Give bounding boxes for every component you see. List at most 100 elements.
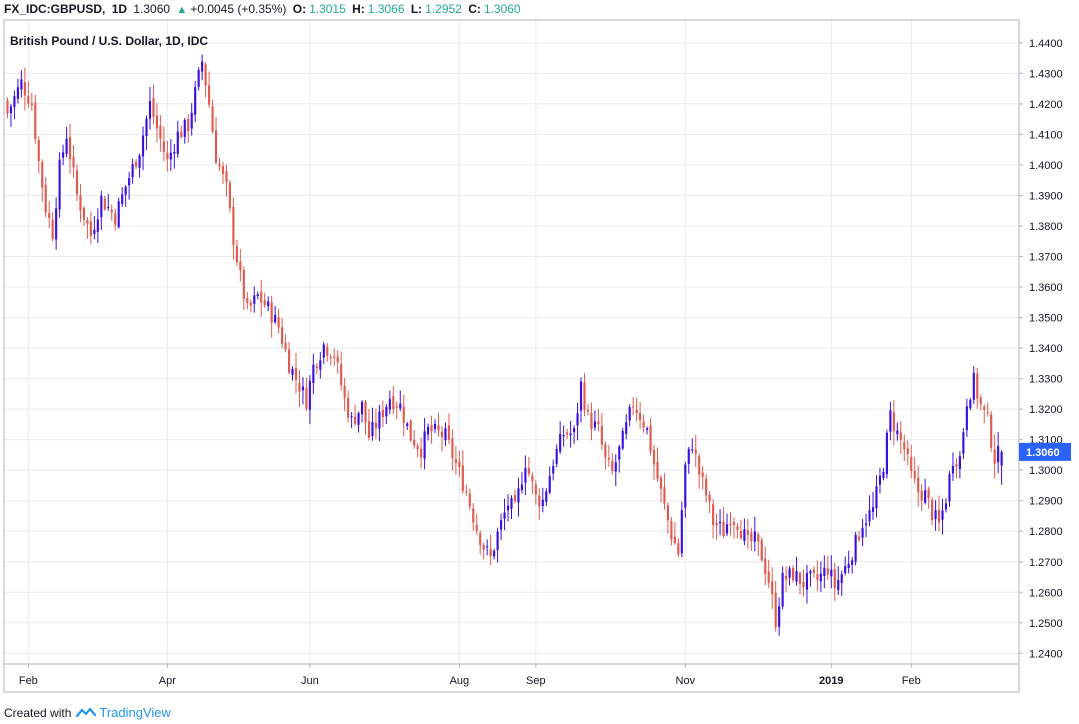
candle-body [103, 198, 106, 210]
candle-body [642, 421, 645, 428]
candle-body [791, 567, 795, 581]
candle-body [649, 425, 652, 452]
candle-body [621, 430, 624, 449]
candle-body [13, 96, 16, 108]
x-tick-label: Nov [676, 675, 696, 687]
candle-body [152, 98, 155, 117]
candle-body [75, 170, 79, 195]
candle-body [531, 475, 534, 482]
candle-body [333, 356, 336, 358]
y-tick-label: 1.3700 [1029, 252, 1063, 264]
candle-body [72, 156, 75, 168]
candle-body [319, 360, 322, 370]
candle-body [433, 423, 437, 430]
candle-body [145, 118, 148, 137]
candle-body [798, 572, 802, 584]
candle-body [527, 467, 530, 474]
candle-body [670, 521, 673, 540]
x-tick-label: Aug [450, 675, 470, 687]
candle-body [294, 367, 298, 380]
candle-body [979, 397, 982, 405]
candle-body [927, 488, 930, 499]
candle-body [381, 409, 384, 418]
low-label: L: [410, 2, 423, 16]
candle-body [221, 166, 225, 174]
candle-body [148, 100, 152, 119]
candle-body [600, 425, 603, 445]
candle-body [388, 399, 391, 410]
candle-body [447, 425, 451, 440]
candle-body [593, 421, 597, 428]
symbol-name[interactable]: FX_IDC:GBPUSD, [4, 2, 106, 16]
candle-body [941, 510, 944, 520]
close-label: C: [468, 2, 481, 16]
candle-body [468, 493, 471, 507]
x-tick-label: Feb [902, 675, 921, 687]
candle-body [555, 448, 558, 464]
last-price-badge-label: 1.3060 [1026, 447, 1060, 459]
candle-body [117, 201, 120, 228]
candle-body [614, 462, 617, 472]
candle-body [211, 106, 214, 132]
candle-body [305, 387, 308, 409]
candle-body [392, 396, 395, 410]
candle-body [357, 413, 360, 425]
candle-body [708, 494, 711, 502]
candle-body [816, 574, 819, 580]
candle-body [597, 421, 600, 424]
candle-body [520, 484, 524, 491]
interval-label[interactable]: 1D [111, 2, 128, 16]
y-tick-label: 1.3400 [1029, 343, 1063, 355]
candle-body [760, 540, 763, 561]
candle-body [426, 426, 430, 435]
x-tick-label: Feb [19, 675, 38, 687]
candle-body [235, 245, 238, 263]
candle-body [312, 364, 315, 383]
candle-body [913, 470, 916, 479]
candle-body [625, 422, 628, 434]
candle-body [277, 316, 280, 328]
last-price: 1.3060 [133, 2, 171, 16]
candle-body [107, 207, 110, 209]
price-axis[interactable]: 1.2400 1.2500 1.2600 1.2700 1.2800 1.2900 1.30… [1019, 38, 1063, 660]
candle-body [100, 195, 103, 218]
close-value: 1.3060 [483, 2, 521, 16]
candle-body [41, 161, 44, 188]
x-tick-label: 2019 [819, 675, 843, 687]
candle-body [138, 155, 141, 168]
candle-body [534, 484, 537, 495]
candle-body [976, 373, 979, 399]
candle-body [906, 448, 909, 454]
candle-body [204, 64, 207, 86]
candle-body [687, 448, 690, 464]
candle-body [652, 450, 656, 465]
candle-body [201, 61, 204, 72]
chart-title: British Pound / U.S. Dollar, 1D, IDC [10, 34, 209, 48]
candle-body [951, 465, 955, 474]
candle-body [51, 219, 54, 239]
candle-body [62, 152, 65, 158]
time-axis[interactable]: Feb Apr Jun Aug Sep Nov 2019 Feb [19, 664, 921, 687]
candle-body [892, 412, 895, 432]
open-label: O: [292, 2, 307, 16]
tradingview-brand-link[interactable]: TradingView [99, 705, 171, 720]
candles-layer [6, 54, 1003, 636]
y-tick-label: 1.2600 [1029, 587, 1063, 599]
candle-body [86, 219, 89, 224]
candle-body [242, 269, 245, 299]
candle-body [986, 411, 989, 413]
candle-body [541, 499, 544, 507]
candle-body [364, 401, 367, 423]
created-with-label: Created with [4, 705, 72, 720]
candle-body [837, 580, 840, 591]
candle-body [1000, 451, 1003, 466]
candle-body [767, 571, 770, 583]
candle-body [110, 209, 113, 213]
candle-body [23, 82, 26, 96]
candle-body [590, 412, 593, 429]
candle-body [176, 131, 179, 154]
candle-body [166, 152, 169, 160]
candlestick-chart[interactable]: 1.2400 1.2500 1.2600 1.2700 1.2800 1.2900 1.30… [0, 0, 1079, 700]
candle-body [559, 434, 562, 452]
y-tick-label: 1.4200 [1029, 99, 1063, 111]
